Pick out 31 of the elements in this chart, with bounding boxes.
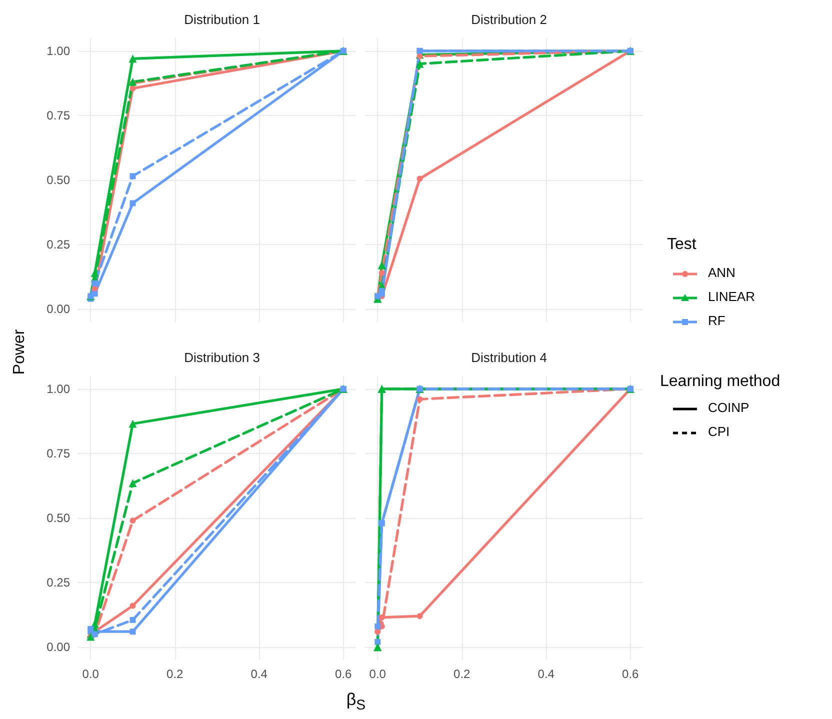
y-tick-label: 1.00 bbox=[46, 44, 70, 58]
text: COINP bbox=[708, 400, 750, 415]
y-tick-label: 0.50 bbox=[46, 173, 70, 187]
x-tick-label: 0.4 bbox=[538, 667, 555, 681]
x-tick-label: 0.0 bbox=[82, 667, 100, 681]
chart-title: Distribution 3 bbox=[184, 350, 260, 365]
y-tick-label: 0.00 bbox=[46, 302, 70, 316]
x-tick-label: 0.2 bbox=[166, 667, 184, 681]
y-tick-label: 0.75 bbox=[46, 108, 70, 122]
legend-label: ANN bbox=[708, 265, 736, 280]
x-tick-label: 0.2 bbox=[454, 667, 471, 681]
x-axis-title: β$_{S}$ bbox=[346, 690, 366, 714]
legend-title: Test bbox=[667, 236, 696, 254]
chart-title: Distribution 2 bbox=[471, 12, 547, 27]
legend-label: LINEAR bbox=[708, 289, 755, 304]
y-axis-title: Power bbox=[11, 329, 29, 375]
x-tick-label: 0.6 bbox=[622, 667, 640, 681]
y-tick-label: 0.75 bbox=[46, 446, 70, 460]
y-tick-label: 0.50 bbox=[46, 511, 70, 525]
legend-label: RF bbox=[708, 313, 726, 328]
chart-title: Distribution 4 bbox=[471, 350, 547, 365]
x-tick-label: 0.6 bbox=[335, 667, 352, 681]
y-tick-label: 0.25 bbox=[46, 576, 70, 590]
y-tick-label: 0.25 bbox=[46, 238, 70, 252]
x-tick-label: 0.4 bbox=[250, 667, 268, 681]
y-tick-label: 0.00 bbox=[46, 640, 70, 654]
text: Learning method bbox=[660, 373, 780, 391]
chart-title: Distribution 1 bbox=[184, 12, 260, 27]
x-tick-label: 0.0 bbox=[369, 667, 386, 681]
y-tick-label: 1.00 bbox=[46, 382, 70, 396]
text: CPI bbox=[708, 424, 730, 439]
